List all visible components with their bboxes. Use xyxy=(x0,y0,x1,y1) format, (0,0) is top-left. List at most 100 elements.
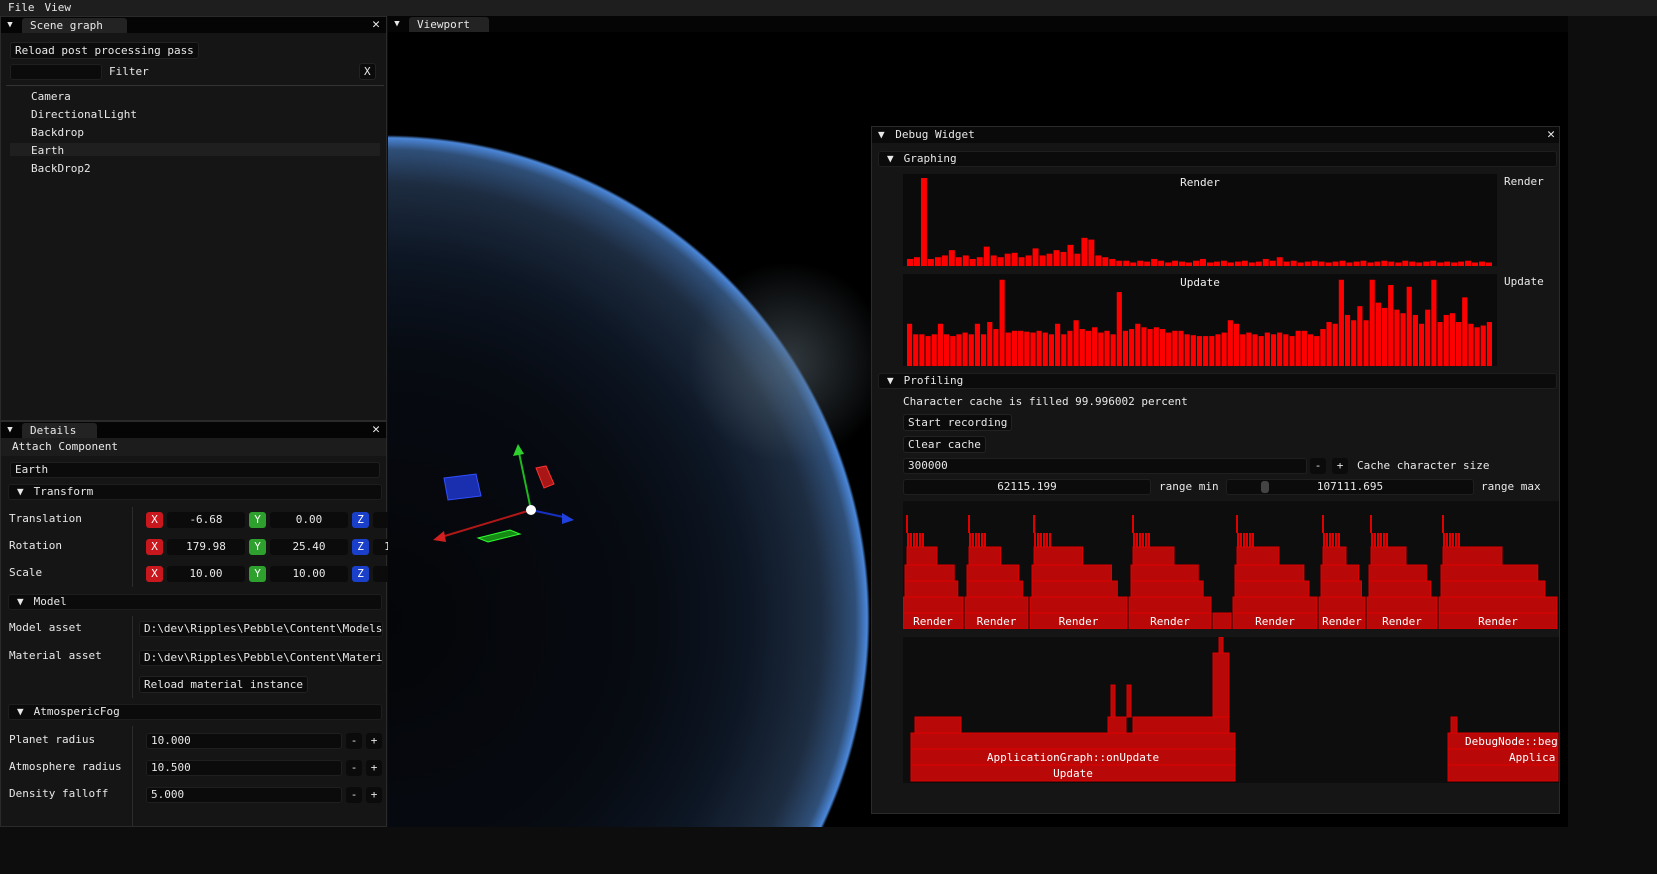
flame-frame[interactable] xyxy=(969,533,971,547)
flame-frame[interactable] xyxy=(1455,533,1457,547)
flame-frame[interactable] xyxy=(1126,684,1132,718)
flame-frame[interactable] xyxy=(1323,533,1325,547)
flame-frame[interactable] xyxy=(1442,515,1444,533)
cache-size-decrement[interactable]: - xyxy=(1310,458,1326,474)
tree-item-directional-light[interactable]: DirectionalLight xyxy=(31,108,137,121)
x-value-field[interactable]: 10.00 xyxy=(167,566,245,582)
flame-frame[interactable] xyxy=(1043,533,1045,547)
flame-frame[interactable] xyxy=(1446,533,1448,547)
fog-value-input[interactable]: 10.000 xyxy=(146,733,342,749)
profiling-header[interactable]: ▼ Profiling xyxy=(878,373,1557,389)
flame-frame[interactable] xyxy=(1234,564,1305,582)
flame-frame[interactable] xyxy=(1033,515,1035,533)
flame-frame[interactable] xyxy=(1029,596,1128,614)
flame-frame[interactable] xyxy=(1329,533,1331,547)
model-asset-field[interactable]: D:\dev\Ripples\Pebble\Content\Models xyxy=(139,621,383,637)
entity-name-input[interactable]: Earth xyxy=(10,462,380,478)
flame-frame[interactable] xyxy=(1383,533,1385,547)
clear-cache-button[interactable]: Clear cache xyxy=(903,436,986,453)
graphing-header[interactable]: ▼ Graphing xyxy=(878,151,1557,167)
flame-frame[interactable] xyxy=(1335,533,1337,547)
close-icon[interactable]: ✕ xyxy=(1547,127,1555,142)
gizmo-center[interactable] xyxy=(526,505,536,515)
flame-frame[interactable] xyxy=(1236,546,1280,566)
flame-frame[interactable] xyxy=(1037,533,1039,547)
flame-frame[interactable] xyxy=(1246,533,1248,547)
flame-frame[interactable] xyxy=(1440,564,1539,582)
atmospheric-fog-header[interactable]: ▼ AtmospericFog xyxy=(8,704,382,720)
y-value-field[interactable]: 10.00 xyxy=(270,566,348,582)
flame-frame[interactable] xyxy=(1132,716,1230,734)
close-icon[interactable]: ✕ xyxy=(372,422,380,437)
tree-item-backdrop2[interactable]: BackDrop2 xyxy=(31,162,91,175)
tree-item-earth[interactable]: Earth xyxy=(31,144,65,157)
flame-frame[interactable] xyxy=(1249,533,1251,547)
flame-frame[interactable] xyxy=(910,533,912,547)
menu-file[interactable]: File xyxy=(8,1,35,14)
flame-frame[interactable] xyxy=(907,533,909,547)
flame-frame[interactable] xyxy=(1218,637,1224,654)
flame-frame[interactable] xyxy=(1374,533,1376,547)
flame-frame[interactable] xyxy=(1132,546,1175,566)
x-value-field[interactable]: -6.68 xyxy=(167,512,245,528)
flame-frame[interactable] xyxy=(966,564,1020,582)
flame-frame[interactable] xyxy=(1234,580,1310,598)
flame-frame[interactable] xyxy=(1386,533,1388,547)
transform-header[interactable]: ▼ Transform xyxy=(8,484,382,500)
flame-frame[interactable] xyxy=(914,716,962,734)
flame-frame[interactable] xyxy=(1370,546,1407,566)
reload-post-processing-button[interactable]: Reload post processing pass xyxy=(10,42,199,59)
flame-frame[interactable] xyxy=(968,515,970,533)
flame-frame[interactable] xyxy=(1458,533,1460,547)
flame-frame[interactable] xyxy=(1212,612,1232,629)
range-min-slider[interactable]: 62115.199 xyxy=(903,479,1151,495)
flame-frame[interactable] xyxy=(972,533,974,547)
flame-frame[interactable] xyxy=(1322,546,1347,566)
flame-frame[interactable] xyxy=(1452,533,1454,547)
decrement-button[interactable]: - xyxy=(346,787,362,803)
cache-size-increment[interactable]: + xyxy=(1332,458,1348,474)
gizmo-plane-yz[interactable] xyxy=(535,465,555,489)
tab-scene-graph[interactable]: Scene graph xyxy=(22,17,127,33)
gizmo-plane-xz[interactable] xyxy=(476,529,522,543)
x-value-field[interactable]: 179.98 xyxy=(167,539,245,555)
flame-frame[interactable] xyxy=(1145,533,1147,547)
flame-frame[interactable] xyxy=(903,596,964,614)
flame-frame[interactable] xyxy=(1107,716,1127,734)
flame-frame[interactable] xyxy=(966,580,1023,598)
flame-frame[interactable] xyxy=(1136,533,1138,547)
flame-frame[interactable] xyxy=(913,533,915,547)
flame-frame[interactable] xyxy=(1132,515,1134,533)
tab-details[interactable]: Details xyxy=(22,422,97,438)
flame-frame[interactable] xyxy=(1046,533,1048,547)
flame-frame[interactable] xyxy=(1368,580,1432,598)
collapse-icon[interactable]: ▼ xyxy=(7,20,13,30)
flame-frame[interactable] xyxy=(904,580,959,598)
flame-frame[interactable] xyxy=(1443,533,1445,547)
flame-frame[interactable] xyxy=(916,533,918,547)
menu-view[interactable]: View xyxy=(44,1,72,14)
decrement-button[interactable]: - xyxy=(346,733,362,749)
collapse-icon[interactable]: ▼ xyxy=(878,128,885,141)
flame-frame[interactable] xyxy=(1110,684,1116,718)
flame-frame[interactable] xyxy=(1338,533,1340,547)
decrement-button[interactable]: - xyxy=(346,760,362,776)
gizmo-axis-z[interactable] xyxy=(530,509,569,519)
filter-clear-button[interactable]: X xyxy=(359,63,376,80)
flame-frame[interactable] xyxy=(906,546,938,566)
flame-frame[interactable] xyxy=(1139,533,1141,547)
flame-frame[interactable] xyxy=(1033,546,1083,566)
flame-frame[interactable] xyxy=(1377,533,1379,547)
start-recording-button[interactable]: Start recording xyxy=(903,414,1013,431)
flame-frame[interactable] xyxy=(1243,533,1245,547)
flame-frame[interactable] xyxy=(1380,533,1382,547)
fog-value-input[interactable]: 10.500 xyxy=(146,760,342,776)
flame-frame[interactable] xyxy=(1366,596,1438,614)
flame-frame[interactable] xyxy=(1370,515,1372,533)
tab-viewport[interactable]: Viewport xyxy=(409,16,489,32)
flame-frame[interactable] xyxy=(1236,515,1238,533)
gizmo-axis-y[interactable] xyxy=(517,447,532,511)
flame-frame[interactable] xyxy=(1440,580,1546,598)
flame-frame[interactable] xyxy=(1130,564,1199,582)
flame-frame[interactable] xyxy=(1031,564,1113,582)
